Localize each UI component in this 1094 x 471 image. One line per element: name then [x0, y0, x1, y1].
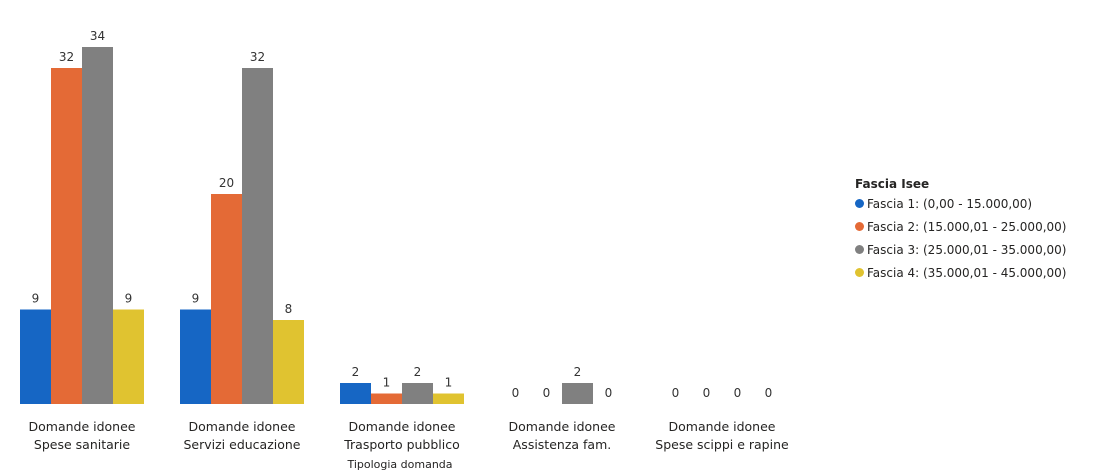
- category-label-1-line-1: Domande idonee: [29, 419, 136, 434]
- category-label-4-line-1: Domande idonee: [509, 419, 616, 434]
- legend-items: Fascia 1: (0,00 - 15.000,00) Fascia 2: (1…: [855, 196, 1066, 288]
- data-label-2-series-2: 20: [219, 176, 234, 190]
- bar-1-series-4[interactable]: [113, 309, 144, 405]
- data-label-2-series-4: 8: [285, 302, 293, 316]
- bar-1-series-3[interactable]: [82, 47, 113, 404]
- category-label-3-line-2: Trasporto pubblico: [343, 437, 460, 452]
- legend-item-3[interactable]: Fascia 3: (25.000,01 - 35.000,00): [855, 242, 1066, 265]
- data-label-4-series-2: 0: [543, 386, 551, 400]
- category-label-2-line-1: Domande idonee: [189, 419, 296, 434]
- data-label-4-series-3: 2: [574, 365, 582, 379]
- data-label-3-series-3: 2: [414, 365, 422, 379]
- legend-label: Fascia 4: (35.000,01 - 45.000,00): [867, 266, 1067, 280]
- bar-2-series-3[interactable]: [242, 68, 273, 404]
- data-label-1-series-3: 34: [90, 29, 105, 43]
- legend: Fascia Isee Fascia 1: (0,00 - 15.000,00)…: [855, 177, 1066, 288]
- data-label-4-series-1: 0: [512, 386, 520, 400]
- data-label-2-series-1: 9: [192, 292, 200, 306]
- data-label-4-series-4: 0: [605, 386, 613, 400]
- legend-marker-icon: [855, 199, 864, 208]
- bars-layer: [20, 47, 593, 404]
- legend-marker-icon: [855, 268, 864, 277]
- data-label-5-series-4: 0: [765, 386, 773, 400]
- category-labels-layer: Domande idonee Spese sanitarie Domande ido…: [29, 419, 789, 452]
- x-axis-title: Tipologia domanda: [346, 458, 452, 471]
- category-label-3-line-1: Domande idonee: [349, 419, 456, 434]
- bar-1-series-2[interactable]: [51, 68, 82, 404]
- data-label-3-series-4: 1: [445, 376, 453, 390]
- legend-item-2[interactable]: Fascia 2: (15.000,01 - 25.000,00): [855, 219, 1066, 242]
- data-label-2-series-3: 32: [250, 50, 265, 64]
- legend-marker-icon: [855, 222, 864, 231]
- legend-label: Fascia 3: (25.000,01 - 35.000,00): [867, 243, 1067, 257]
- bar-2-series-1[interactable]: [180, 309, 211, 405]
- bar-4-series-3[interactable]: [562, 383, 593, 404]
- data-label-5-series-1: 0: [672, 386, 680, 400]
- data-label-1-series-4: 9: [125, 292, 133, 306]
- category-label-2-line-2: Servizi educazione: [183, 437, 300, 452]
- category-label-4-line-2: Assistenza fam.: [513, 437, 611, 452]
- bar-2-series-2[interactable]: [211, 194, 242, 404]
- data-label-3-series-2: 1: [383, 376, 391, 390]
- data-label-1-series-2: 32: [59, 50, 74, 64]
- category-label-5-line-1: Domande idonee: [669, 419, 776, 434]
- legend-item-1[interactable]: Fascia 1: (0,00 - 15.000,00): [855, 196, 1066, 219]
- bar-3-series-4[interactable]: [433, 393, 464, 405]
- legend-label: Fascia 2: (15.000,01 - 25.000,00): [867, 220, 1067, 234]
- legend-title: Fascia Isee: [855, 177, 930, 191]
- category-label-5-line-2: Spese scippi e rapine: [655, 437, 789, 452]
- bar-3-series-3[interactable]: [402, 383, 433, 404]
- bar-2-series-4[interactable]: [273, 320, 304, 404]
- legend-label: Fascia 1: (0,00 - 15.000,00): [867, 197, 1033, 211]
- data-label-1-series-1: 9: [32, 292, 40, 306]
- category-label-1-line-2: Spese sanitarie: [34, 437, 130, 452]
- legend-item-4[interactable]: Fascia 4: (35.000,01 - 45.000,00): [855, 265, 1066, 288]
- bar-1-series-1[interactable]: [20, 309, 51, 405]
- data-label-3-series-1: 2: [352, 365, 360, 379]
- data-label-5-series-2: 0: [703, 386, 711, 400]
- bar-3-series-2[interactable]: [371, 393, 402, 405]
- legend-marker-icon: [855, 245, 864, 254]
- data-label-5-series-3: 0: [734, 386, 742, 400]
- bar-3-series-1[interactable]: [340, 383, 371, 404]
